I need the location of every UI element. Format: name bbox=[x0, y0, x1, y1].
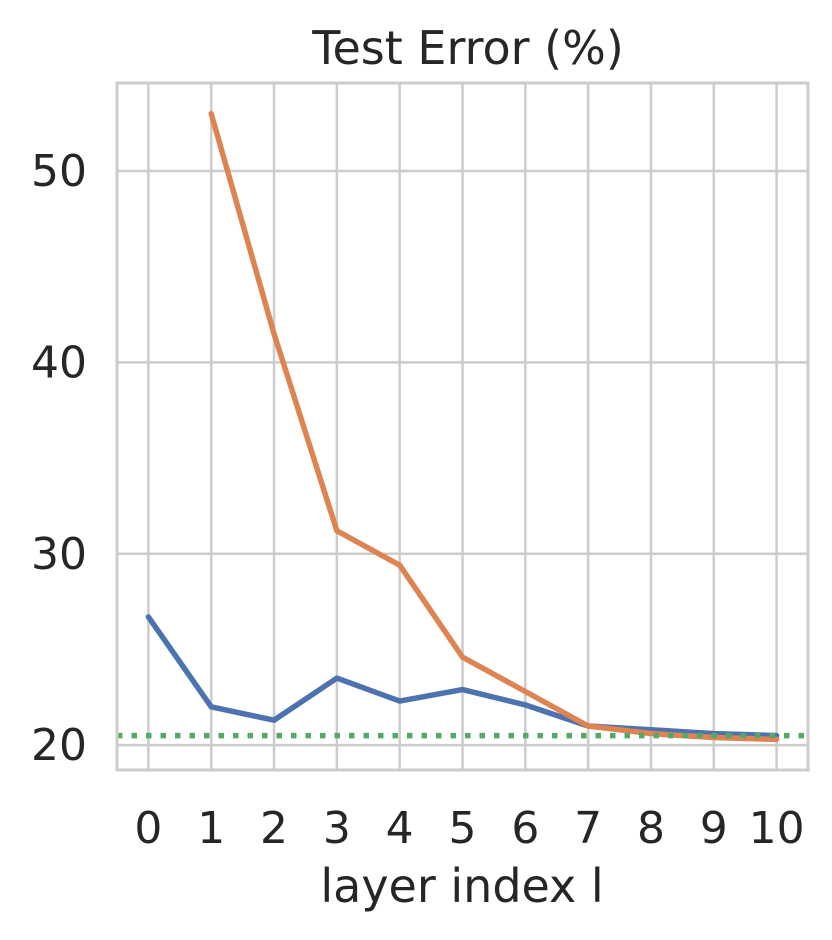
x-tick-label: 8 bbox=[637, 803, 665, 854]
y-tick-label: 50 bbox=[31, 146, 87, 197]
y-tick-labels: 20 30 40 50 bbox=[31, 146, 87, 771]
x-tick-label: 2 bbox=[260, 803, 288, 854]
series-line-1 bbox=[208, 110, 780, 743]
x-tick-labels: 0 1 2 3 4 5 6 7 8 9 10 bbox=[134, 803, 804, 854]
x-axis-label: layer index l bbox=[320, 859, 603, 913]
x-tick-label: 4 bbox=[386, 803, 414, 854]
x-tick-label: 5 bbox=[449, 803, 477, 854]
grid-lines bbox=[117, 83, 808, 770]
y-tick-label: 40 bbox=[31, 337, 87, 388]
x-tick-label: 7 bbox=[574, 803, 602, 854]
y-tick-label: 30 bbox=[31, 529, 87, 580]
x-tick-label: 6 bbox=[511, 803, 539, 854]
y-tick-label: 20 bbox=[31, 720, 87, 771]
x-tick-label: 3 bbox=[323, 803, 351, 854]
x-tick-label: 9 bbox=[700, 803, 728, 854]
x-tick-label: 0 bbox=[134, 803, 162, 854]
plot-frame bbox=[115, 81, 810, 772]
chart-title: Test Error (%) bbox=[311, 21, 624, 75]
plot-series bbox=[117, 110, 808, 743]
series-line-0 bbox=[145, 614, 780, 739]
x-tick-label: 10 bbox=[749, 803, 805, 854]
x-tick-label: 1 bbox=[197, 803, 225, 854]
